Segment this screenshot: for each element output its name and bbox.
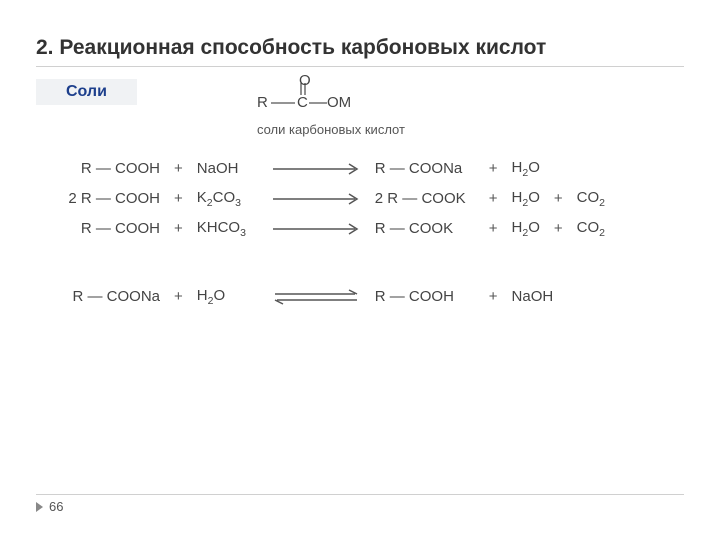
- reactant: R — COOH: [62, 160, 160, 177]
- carbon: C: [297, 95, 308, 111]
- header-formula: O R C OM соли карбоновых кислот: [257, 75, 405, 137]
- reactant: R — COONa: [62, 288, 160, 305]
- product: 2 R — COOK: [375, 190, 475, 207]
- product: CO2: [577, 189, 605, 209]
- footer-triangle-icon: [36, 502, 43, 512]
- forward-arrow-icon: [271, 192, 361, 206]
- reaction-row-equilibrium: R — COONa + H2O R — COOH + NaOH: [62, 287, 684, 307]
- plus: +: [174, 160, 183, 177]
- om-group: OM: [327, 95, 351, 111]
- plus: +: [554, 190, 563, 207]
- reactant: H2O: [197, 287, 257, 307]
- reactant: R — COOH: [62, 220, 160, 237]
- forward-arrow-icon: [271, 222, 361, 236]
- section-subtitle: Соли: [36, 79, 137, 105]
- plus: +: [489, 190, 498, 207]
- page-title: 2. Реакционная способность карбоновых ки…: [36, 36, 684, 67]
- reactant: NaOH: [197, 160, 257, 177]
- forward-arrow-icon: [271, 162, 361, 176]
- footer: 66: [36, 494, 684, 514]
- oxygen-top: O: [299, 73, 311, 89]
- product: R — COOH: [375, 288, 475, 305]
- product: CO2: [577, 219, 605, 239]
- product: R — COONa: [375, 160, 475, 177]
- reactant: K2CO3: [197, 189, 257, 209]
- r-group: R: [257, 95, 268, 111]
- plus: +: [489, 160, 498, 177]
- plus: +: [174, 190, 183, 207]
- top-row: Соли O R C OM соли карбоновых кислот: [36, 67, 684, 137]
- page-number: 66: [49, 499, 63, 514]
- carboxylate-structure: O R C OM: [257, 75, 377, 117]
- reactant: KHCO3: [197, 219, 257, 239]
- structure-bonds: [257, 75, 377, 117]
- product: H2O: [512, 219, 540, 239]
- reactant: 2 R — COOH: [62, 190, 160, 207]
- plus: +: [174, 220, 183, 237]
- reactions-block: R — COOH + NaOH R — COONa + H2O 2 R — CO…: [36, 159, 684, 307]
- product: H2O: [512, 189, 540, 209]
- reaction-row: 2 R — COOH + K2CO3 2 R — COOK + H2O + CO…: [62, 189, 684, 209]
- plus: +: [554, 220, 563, 237]
- product: H2O: [512, 159, 540, 179]
- equilibrium-arrow-icon: [271, 287, 361, 307]
- reaction-row: R — COOH + NaOH R — COONa + H2O: [62, 159, 684, 179]
- product: R — COOK: [375, 220, 475, 237]
- plus: +: [489, 288, 498, 305]
- plus: +: [174, 288, 183, 305]
- product: NaOH: [512, 288, 554, 305]
- plus: +: [489, 220, 498, 237]
- header-caption: соли карбоновых кислот: [257, 123, 405, 137]
- reaction-row: R — COOH + KHCO3 R — COOK + H2O + CO2: [62, 219, 684, 239]
